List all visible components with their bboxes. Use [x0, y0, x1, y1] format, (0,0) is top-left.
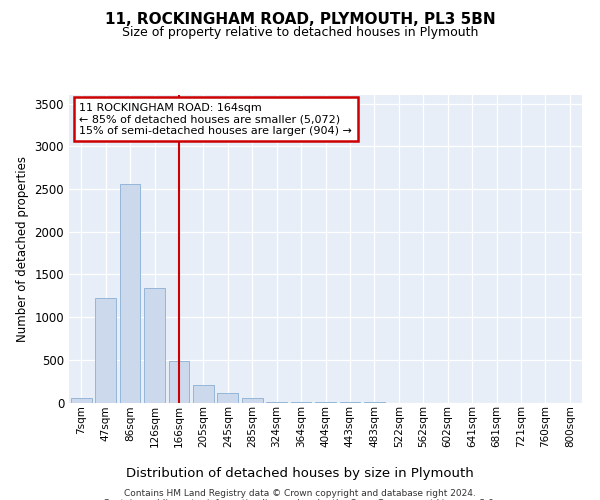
Bar — [71, 398, 92, 402]
Bar — [144, 288, 165, 403]
Bar — [95, 298, 116, 403]
Text: Contains HM Land Registry data © Crown copyright and database right 2024.
Contai: Contains HM Land Registry data © Crown c… — [103, 489, 497, 500]
Text: 11 ROCKINGHAM ROAD: 164sqm
← 85% of detached houses are smaller (5,072)
15% of s: 11 ROCKINGHAM ROAD: 164sqm ← 85% of deta… — [79, 102, 352, 136]
Y-axis label: Number of detached properties: Number of detached properties — [16, 156, 29, 342]
Bar — [119, 184, 140, 402]
Text: 11, ROCKINGHAM ROAD, PLYMOUTH, PL3 5BN: 11, ROCKINGHAM ROAD, PLYMOUTH, PL3 5BN — [104, 12, 496, 28]
Bar — [169, 360, 190, 403]
Bar — [242, 398, 263, 402]
Text: Size of property relative to detached houses in Plymouth: Size of property relative to detached ho… — [122, 26, 478, 39]
Bar — [217, 393, 238, 402]
Bar — [193, 386, 214, 402]
Text: Distribution of detached houses by size in Plymouth: Distribution of detached houses by size … — [126, 468, 474, 480]
